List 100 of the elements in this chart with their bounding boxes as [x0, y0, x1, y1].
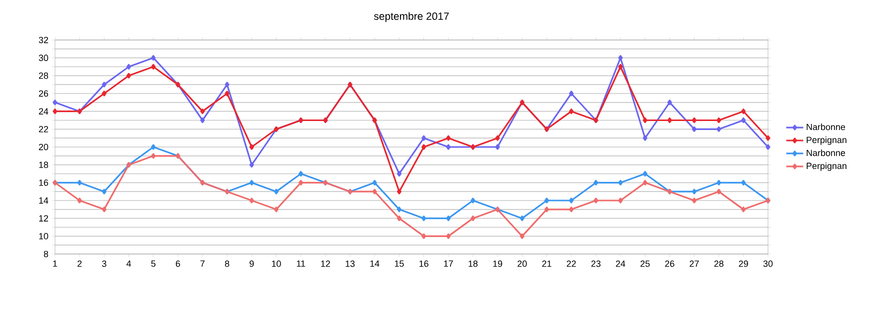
point — [151, 144, 156, 150]
point — [667, 100, 672, 106]
point — [372, 180, 377, 186]
point — [716, 188, 722, 194]
point — [642, 117, 648, 124]
x-tick-label: 14 — [370, 260, 380, 267]
point — [667, 117, 672, 124]
point — [741, 117, 746, 124]
x-tick-label: 23 — [591, 260, 600, 267]
point — [422, 233, 426, 239]
x-tick-label: 17 — [444, 260, 453, 267]
point — [544, 206, 550, 212]
x-tick-label: 24 — [616, 260, 626, 267]
point — [642, 170, 648, 177]
point — [396, 206, 402, 212]
point — [766, 144, 770, 150]
point — [446, 216, 451, 222]
x-tick-label: 20 — [518, 260, 527, 267]
x-tick-label: 13 — [346, 260, 355, 267]
point — [692, 126, 697, 132]
point — [298, 180, 304, 186]
y-tick-label: 8 — [44, 250, 48, 258]
x-tick-label: 7 — [200, 260, 205, 267]
point — [249, 162, 254, 168]
legend-label: Narbonne — [806, 124, 846, 130]
y-tick-label: 32 — [38, 36, 48, 44]
point — [766, 135, 770, 141]
point — [422, 144, 426, 150]
point — [151, 64, 156, 70]
point — [692, 117, 697, 124]
legend-label: Narbonne — [806, 149, 846, 156]
y-tick-label: 14 — [39, 197, 48, 204]
y-tick-label: 10 — [39, 232, 48, 240]
point — [569, 206, 574, 212]
point — [52, 100, 58, 106]
x-tick-label: 25 — [640, 260, 650, 267]
x-tick-label: 19 — [493, 260, 502, 267]
x-tick-label: 5 — [151, 260, 156, 267]
point — [102, 82, 106, 88]
point — [470, 216, 476, 222]
x-tick-label: 6 — [176, 260, 180, 267]
x-tick-label: 2 — [78, 260, 82, 267]
point — [692, 188, 697, 194]
point — [618, 198, 623, 204]
point — [618, 55, 623, 61]
point — [126, 64, 132, 70]
point — [396, 170, 402, 177]
y-tick-label: 22 — [38, 126, 48, 132]
x-tick-label: 8 — [225, 260, 230, 267]
point — [716, 117, 722, 124]
point — [249, 144, 254, 150]
x-tick-label: 27 — [690, 260, 699, 267]
x-tick-label: 29 — [738, 260, 748, 267]
point — [642, 180, 648, 186]
legend-label: Perpignan — [806, 162, 846, 171]
y-tick-label: 26 — [38, 90, 48, 97]
x-tick-label: 30 — [763, 260, 773, 267]
point — [446, 233, 451, 239]
x-tick-label: 3 — [102, 260, 106, 267]
y-tick-label: 20 — [38, 144, 48, 150]
point — [446, 144, 451, 150]
point — [151, 153, 156, 159]
x-tick-label: 26 — [665, 260, 674, 267]
point — [520, 216, 524, 222]
point — [151, 55, 156, 61]
point — [126, 72, 132, 78]
point — [102, 206, 106, 212]
point — [569, 90, 574, 96]
x-tick-label: 9 — [250, 260, 254, 267]
point — [372, 188, 377, 194]
x-tick-label: 11 — [296, 260, 306, 267]
y-tick-label: 30 — [38, 54, 48, 62]
point — [200, 108, 205, 114]
point — [249, 198, 254, 204]
x-tick-label: 21 — [542, 260, 552, 267]
point — [741, 108, 746, 114]
x-tick-label: 1 — [53, 260, 58, 267]
point — [200, 117, 205, 124]
point — [520, 233, 524, 239]
point — [642, 135, 648, 141]
point — [422, 216, 426, 222]
point — [495, 135, 500, 141]
y-tick-label: 16 — [39, 179, 48, 186]
point — [102, 90, 106, 96]
point — [692, 198, 697, 204]
point — [52, 108, 58, 114]
point — [274, 188, 279, 194]
point — [618, 180, 623, 186]
point — [716, 126, 722, 132]
point — [569, 108, 574, 114]
y-tick-label: 12 — [39, 215, 48, 222]
x-tick-label: 15 — [394, 260, 404, 267]
point — [594, 198, 598, 204]
chart-title: septembre 2017 — [374, 12, 449, 22]
point — [396, 188, 402, 194]
x-tick-label: 10 — [272, 260, 281, 267]
point — [224, 82, 230, 88]
point — [716, 180, 722, 186]
point — [470, 198, 476, 204]
point — [569, 198, 574, 204]
